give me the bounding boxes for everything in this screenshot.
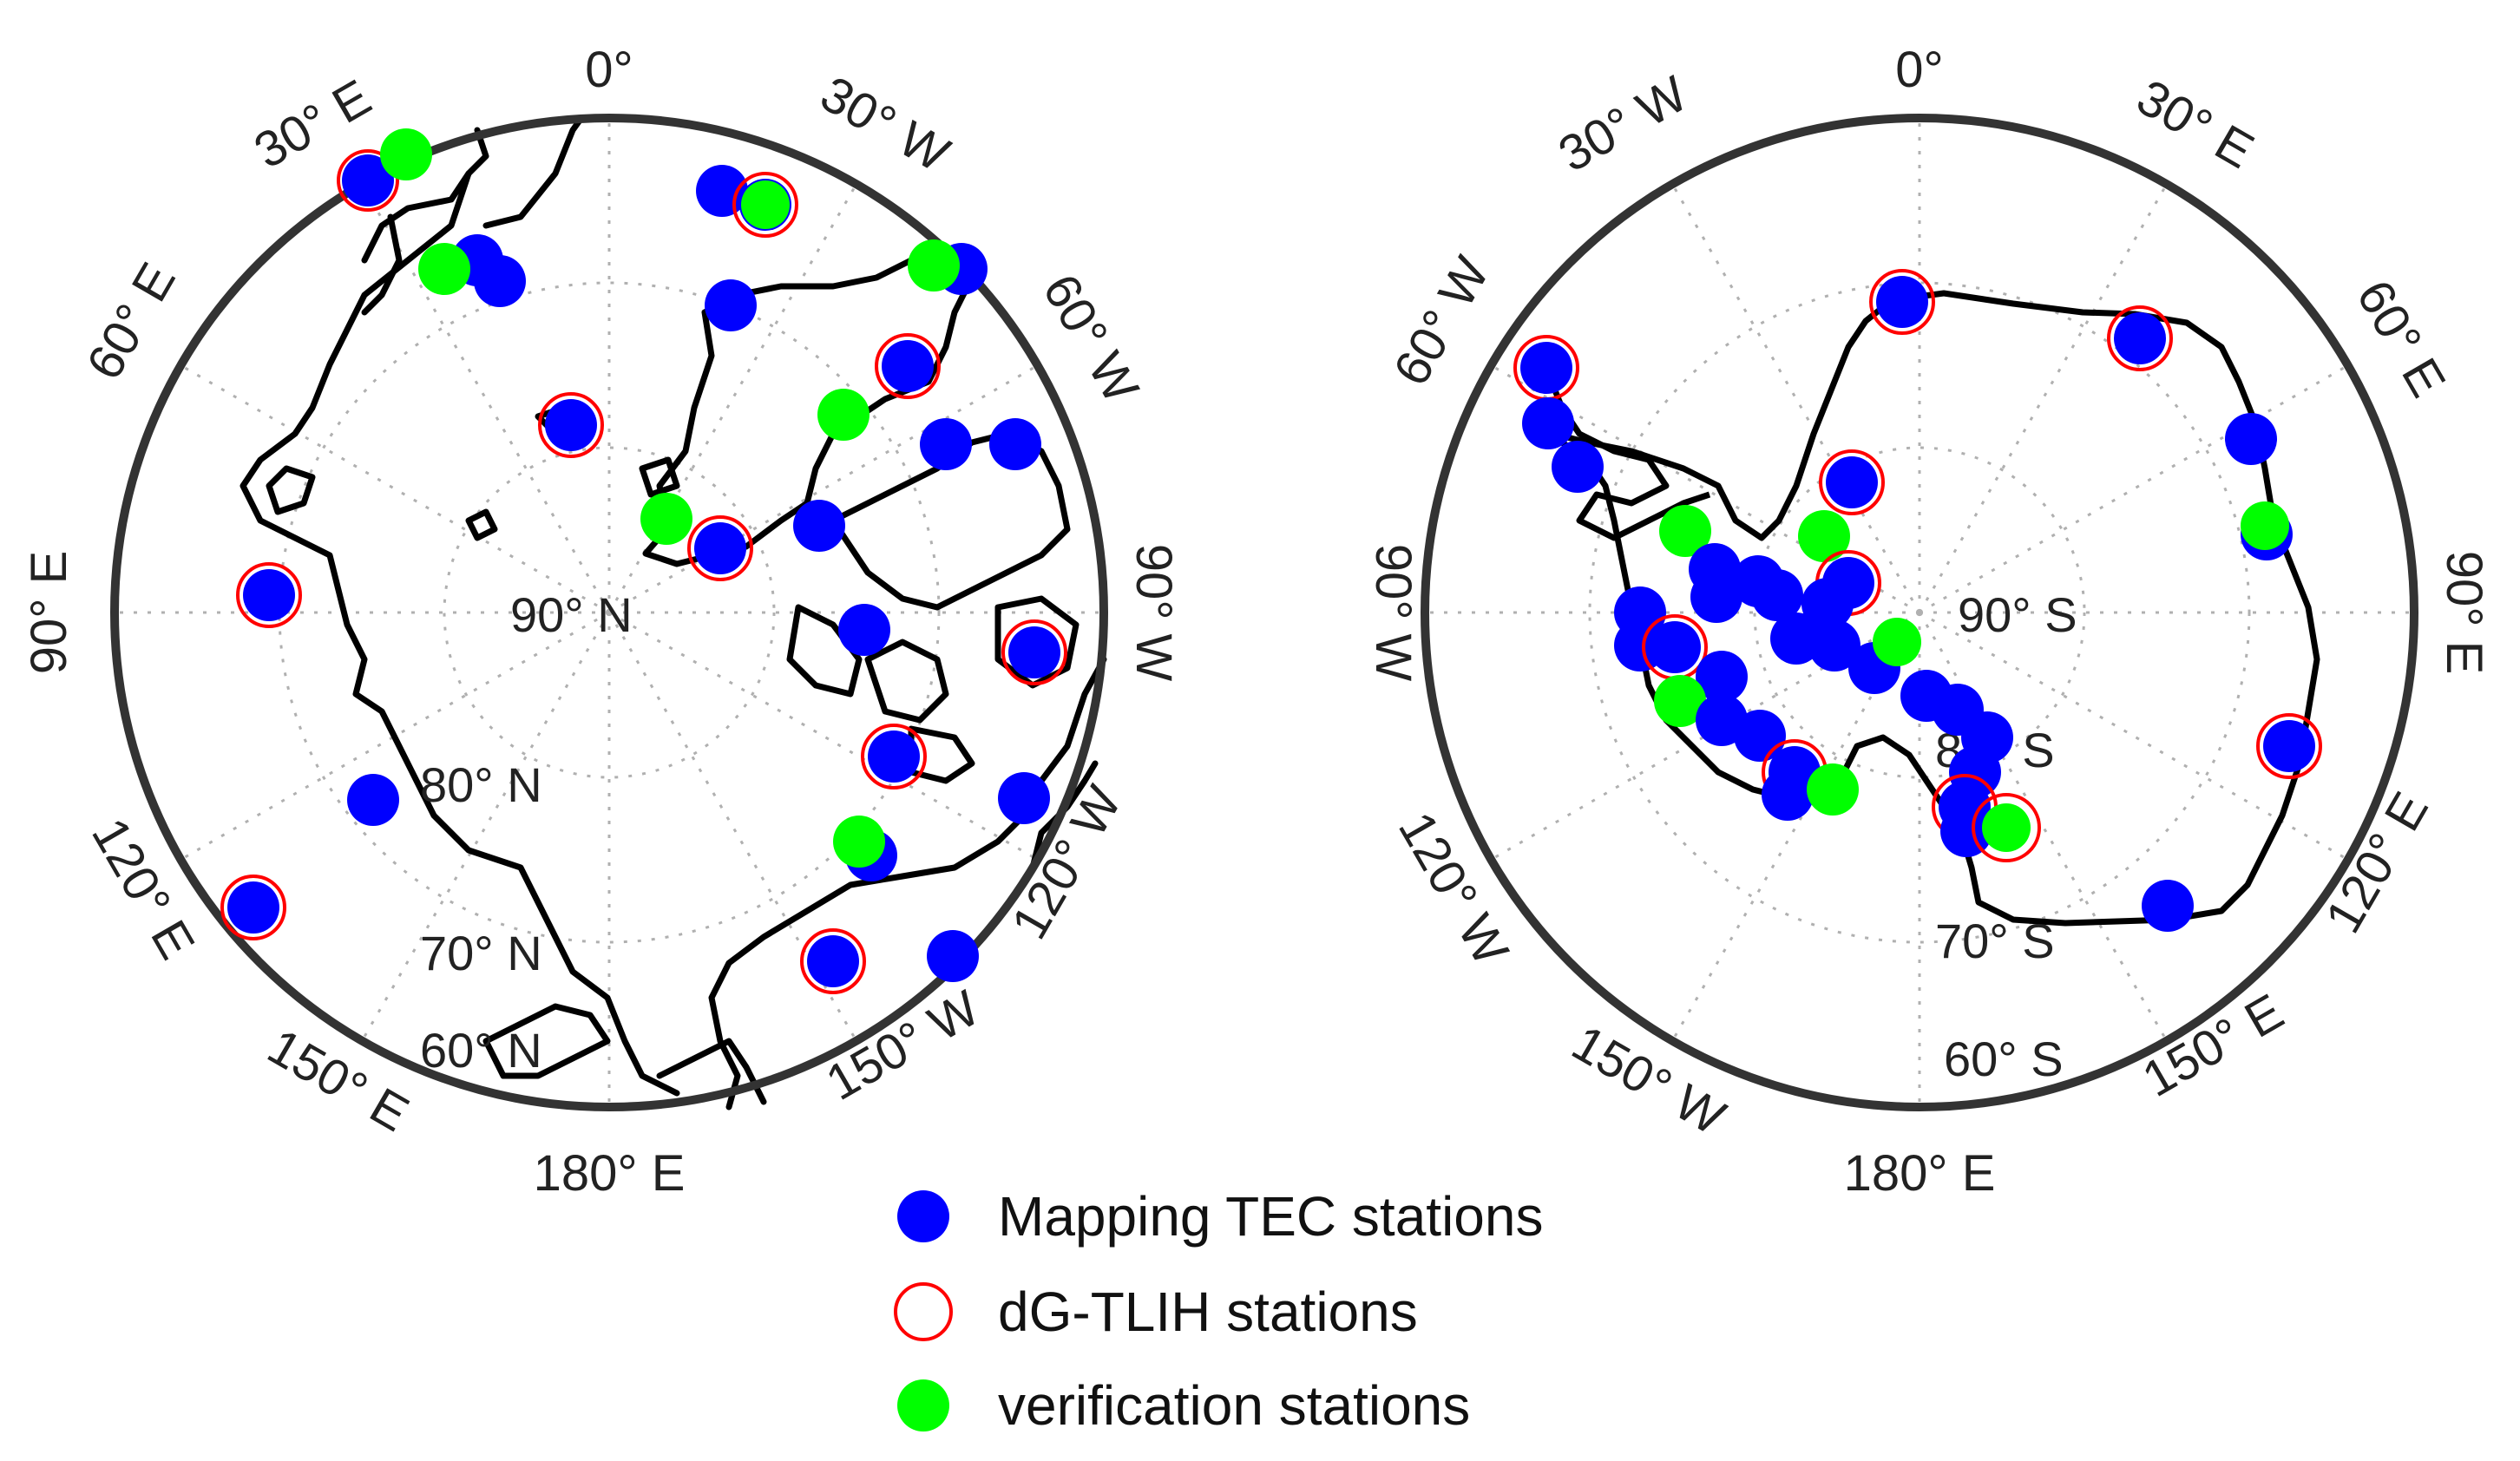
verification-station [741, 180, 790, 229]
north-meridian-120e: 120° E [81, 809, 206, 968]
south-meridian-120w: 120° W [1388, 803, 1519, 974]
mapping-station [2142, 880, 2194, 932]
north-ring-label-70: 70° N [420, 926, 542, 980]
verification-station [1654, 675, 1706, 727]
south-meridian-150e: 150° E [2133, 983, 2293, 1108]
verification-station [640, 493, 692, 545]
north-stations [220, 128, 1067, 994]
north-center-label: 90° N [510, 587, 633, 642]
south-meridian-90e: 90° E [2436, 551, 2492, 675]
station-marker [1001, 619, 1067, 685]
mapping-station [920, 418, 972, 470]
arctic-islands [266, 404, 680, 541]
antarctic-peninsula-coast [1541, 363, 1711, 541]
verification-station [418, 243, 470, 295]
mapping-station [474, 255, 526, 307]
station-marker [1513, 335, 1579, 401]
south-meridian-labels: 0° 30° E 60° E 90° E 120° E 150° E 180° … [1365, 42, 2492, 1202]
south-ring-label-60: 60° S [1944, 1032, 2064, 1086]
mapping-station [1522, 397, 1574, 449]
legend-dgtlih-label: dG-TLIH stations [998, 1281, 1418, 1343]
south-meridian-150w: 150° W [1563, 1014, 1735, 1146]
mapping-station [998, 772, 1050, 824]
south-meridian-30w: 30° W [1549, 65, 1696, 183]
south-graticule [1425, 118, 2414, 1107]
north-meridian-90w: 90° W [1125, 544, 1182, 682]
mapping-station [1690, 571, 1742, 623]
verification-station [1798, 510, 1850, 562]
north-meridian-0: 0° [585, 42, 633, 98]
mapping-station [1552, 441, 1604, 493]
station-marker [1819, 449, 1885, 515]
legend-mapping-label: Mapping TEC stations [998, 1185, 1543, 1248]
mapping-station [1801, 578, 1854, 630]
mapping-station [1696, 651, 1748, 703]
north-ring-label-80: 80° N [420, 757, 542, 812]
scandinavia-coast [361, 127, 489, 316]
south-meridian-180e: 180° E [1844, 1145, 1996, 1202]
mapping-station [705, 279, 757, 331]
mapping-station [927, 930, 979, 982]
mapping-station [1808, 619, 1860, 672]
station-marker [236, 562, 302, 628]
kamchatka-coast [482, 1003, 611, 1079]
station-marker [861, 724, 927, 789]
mapping-station [347, 774, 399, 826]
station-marker [875, 333, 941, 399]
alaska-coast [656, 1038, 767, 1105]
south-meridian-30e: 30° E [2128, 69, 2263, 180]
north-meridian-150e: 150° E [259, 1018, 418, 1143]
south-map-frame [1421, 114, 2418, 1111]
south-meridian-90w: 90° W [1365, 544, 1421, 682]
verification-station [2241, 501, 2289, 550]
station-marker [2107, 305, 2173, 371]
eurasia-coast [240, 115, 680, 1097]
south-polar-map: 90° S 80° S 70° S 60° S 0° 30° E 60° E 9… [1365, 42, 2492, 1202]
mapping-station [1751, 569, 1803, 621]
legend-mapping-marker [897, 1190, 949, 1242]
mapping-station [838, 604, 890, 656]
station-marker [220, 875, 286, 940]
legend-dgtlih-marker [894, 1282, 953, 1341]
legend-verification-marker [897, 1379, 949, 1432]
mapping-station [1762, 769, 1814, 821]
north-polar-map: 90° N 80° N 70° N 60° N 0° 30° W 60° W 9… [21, 42, 1182, 1202]
canadian-archipelago-coast [786, 430, 1080, 784]
verification-station [1659, 505, 1711, 557]
north-map-frame [110, 114, 1108, 1111]
verification-station [908, 239, 960, 292]
mapping-station [2225, 413, 2277, 465]
verification-station [1807, 763, 1859, 816]
north-graticule [115, 118, 1104, 1107]
south-stations [1513, 269, 2322, 932]
station-marker [1972, 793, 2041, 862]
station-marker [2256, 713, 2322, 779]
verification-station [1873, 618, 1921, 666]
station-marker [337, 149, 399, 212]
south-meridian-0: 0° [1895, 42, 1943, 98]
north-meridian-30w: 30° W [811, 65, 959, 183]
north-ring-label-60: 60° N [420, 1023, 542, 1078]
legend: Mapping TEC stations dG-TLIH stations ve… [894, 1185, 1543, 1437]
north-meridian-90e: 90° E [21, 551, 77, 675]
station-marker [1642, 614, 1708, 680]
station-marker [687, 515, 753, 581]
mapping-station [793, 500, 845, 552]
south-center-label: 90° S [1958, 587, 2077, 642]
legend-verification-label: verification stations [998, 1374, 1470, 1437]
south-ring-label-70: 70° S [1935, 914, 2055, 968]
verification-station [817, 389, 870, 441]
south-meridian-120e: 120° E [2314, 783, 2439, 942]
station-marker [538, 392, 604, 458]
mapping-station [989, 418, 1041, 470]
north-meridian-180e: 180° E [534, 1145, 686, 1202]
station-marker [800, 928, 866, 994]
verification-station [380, 128, 432, 180]
station-marker [1869, 269, 1935, 335]
north-meridian-60e: 60° E [75, 253, 187, 389]
verification-station [833, 816, 885, 868]
